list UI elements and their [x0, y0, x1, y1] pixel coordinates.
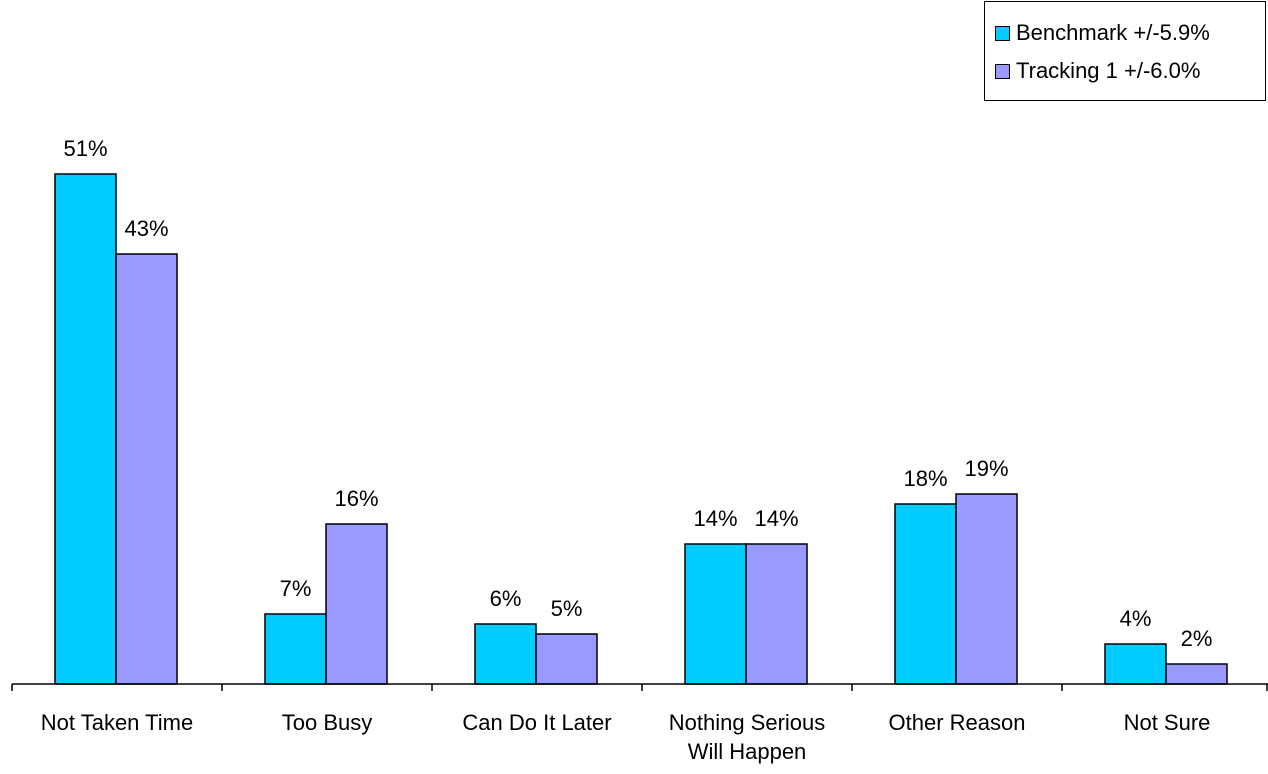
x-tick-label-too-busy: Too Busy [282, 710, 373, 735]
data-labels-layer: 51% 43% 7% 16% 6% 5% 14% 14% 18% 19% 4% 2% [63, 136, 1212, 651]
x-tick-label-not-sure: Not Sure [1124, 710, 1211, 735]
bar-benchmark-other-reason [894, 503, 957, 685]
bar-benchmark-not-sure [1104, 643, 1167, 685]
x-axis: Not Taken Time Too Busy Can Do It Later Not… [11, 683, 1268, 764]
x-tick-label-nothing-serious-will-happen: Nothing Serious [669, 710, 826, 735]
x-tick-label-not-taken-time: Not Taken Time [41, 710, 193, 735]
data-label-tracking-not-sure: 2% [1181, 626, 1213, 651]
bar-tracking-nothing-serious-will-happen [745, 543, 808, 685]
x-tick-label-can-do-it-later: Can Do It Later [462, 710, 611, 735]
bar-tracking-other-reason [955, 493, 1018, 685]
data-label-benchmark-not-sure: 4% [1120, 606, 1152, 631]
bar-benchmark-too-busy [264, 613, 327, 685]
bar-tracking-not-sure [1165, 663, 1228, 685]
bars-layer [54, 173, 1228, 685]
x-tick-label-nothing-serious-will-happen: Will Happen [688, 739, 807, 764]
legend-swatch-benchmark [995, 25, 1010, 41]
data-label-tracking-nothing-serious-will-happen: 14% [754, 506, 798, 531]
bar-tracking-can-do-it-later [535, 633, 598, 685]
legend-label-tracking: Tracking 1 +/-6.0% [1016, 58, 1201, 83]
bar-benchmark-not-taken-time [54, 173, 117, 685]
data-label-benchmark-nothing-serious-will-happen: 14% [693, 506, 737, 531]
bar-benchmark-can-do-it-later [474, 623, 537, 685]
legend-item-benchmark: Benchmark +/-5.9% [995, 18, 1210, 48]
legend-item-tracking: Tracking 1 +/-6.0% [995, 56, 1200, 86]
legend: Benchmark +/-5.9% Tracking 1 +/-6.0% [984, 1, 1266, 101]
bar-tracking-too-busy [325, 523, 388, 685]
data-label-tracking-other-reason: 19% [964, 456, 1008, 481]
bar-benchmark-nothing-serious-will-happen [684, 543, 747, 685]
legend-label-benchmark: Benchmark +/-5.9% [1016, 20, 1210, 45]
data-label-benchmark-not-taken-time: 51% [63, 136, 107, 161]
data-label-tracking-too-busy: 16% [334, 486, 378, 511]
data-label-benchmark-can-do-it-later: 6% [490, 586, 522, 611]
bar-tracking-not-taken-time [115, 253, 178, 685]
data-label-benchmark-too-busy: 7% [280, 576, 312, 601]
data-label-tracking-not-taken-time: 43% [124, 216, 168, 241]
legend-swatch-tracking [995, 63, 1010, 79]
x-tick-label-other-reason: Other Reason [889, 710, 1026, 735]
data-label-benchmark-other-reason: 18% [903, 466, 947, 491]
data-label-tracking-can-do-it-later: 5% [551, 596, 583, 621]
